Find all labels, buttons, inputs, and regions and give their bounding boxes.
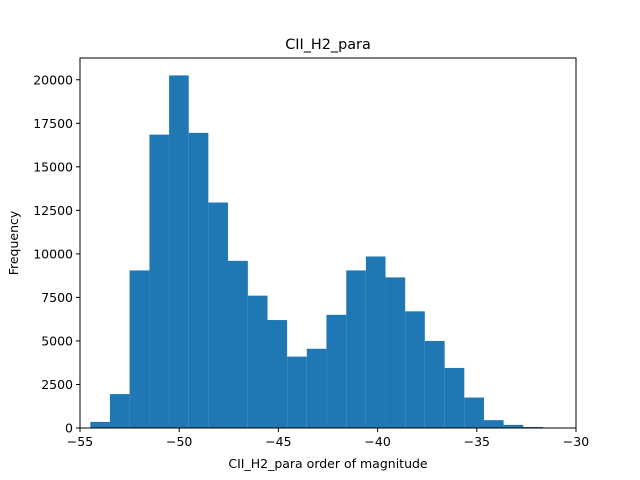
y-tick-label: 2500 (41, 377, 73, 392)
histogram-bar (306, 348, 327, 428)
histogram-bar (365, 256, 386, 428)
x-tick-label: −55 (67, 434, 93, 449)
x-tick-label: −50 (166, 434, 192, 449)
histogram-bar (483, 420, 504, 428)
x-tick-label: −35 (464, 434, 490, 449)
y-tick-label: 17500 (33, 116, 73, 131)
y-tick-label: 15000 (33, 159, 73, 174)
histogram-bar (129, 270, 150, 428)
chart-title: CII_H2_para (285, 37, 371, 53)
histogram-bar (405, 311, 425, 428)
x-tick-label: −40 (364, 434, 390, 449)
x-axis-label: CII_H2_para order of magnitude (228, 456, 428, 471)
y-tick-label: 0 (65, 421, 73, 436)
histogram-bar (287, 356, 307, 428)
histogram-bar (523, 426, 544, 428)
histogram-bar (188, 132, 209, 428)
x-tick-label: −30 (563, 434, 589, 449)
histogram-bar (503, 424, 524, 428)
y-tick-label: 5000 (41, 333, 73, 348)
histogram-bar (228, 260, 248, 428)
x-axis-ticks: −55 −50 −45 −40 −35 −30 (67, 428, 589, 449)
y-axis-ticks: 0 2500 5000 7500 10000 12500 15000 17500 20000 (33, 72, 80, 436)
plot-frame (79, 57, 577, 429)
histogram-bar (247, 295, 268, 428)
histogram-bar (169, 75, 189, 428)
x-tick-label: −45 (265, 434, 291, 449)
histogram-bar (90, 421, 110, 428)
histogram-bar (326, 314, 347, 428)
y-tick-label: 10000 (33, 246, 73, 261)
histogram-bar (385, 277, 406, 428)
y-tick-label: 20000 (33, 72, 73, 87)
y-tick-label: 7500 (41, 290, 73, 305)
histogram-bars (90, 75, 544, 429)
histogram-bar (149, 134, 170, 429)
histogram-bar (267, 320, 288, 428)
y-axis-label: Frequency (6, 210, 21, 275)
y-tick-label: 12500 (33, 203, 73, 218)
histogram-bar (109, 394, 130, 428)
histogram-bar (424, 340, 445, 428)
histogram-bar (346, 270, 366, 428)
histogram-bar (208, 202, 228, 428)
histogram-bar (464, 397, 484, 428)
histogram-bar (444, 367, 465, 428)
